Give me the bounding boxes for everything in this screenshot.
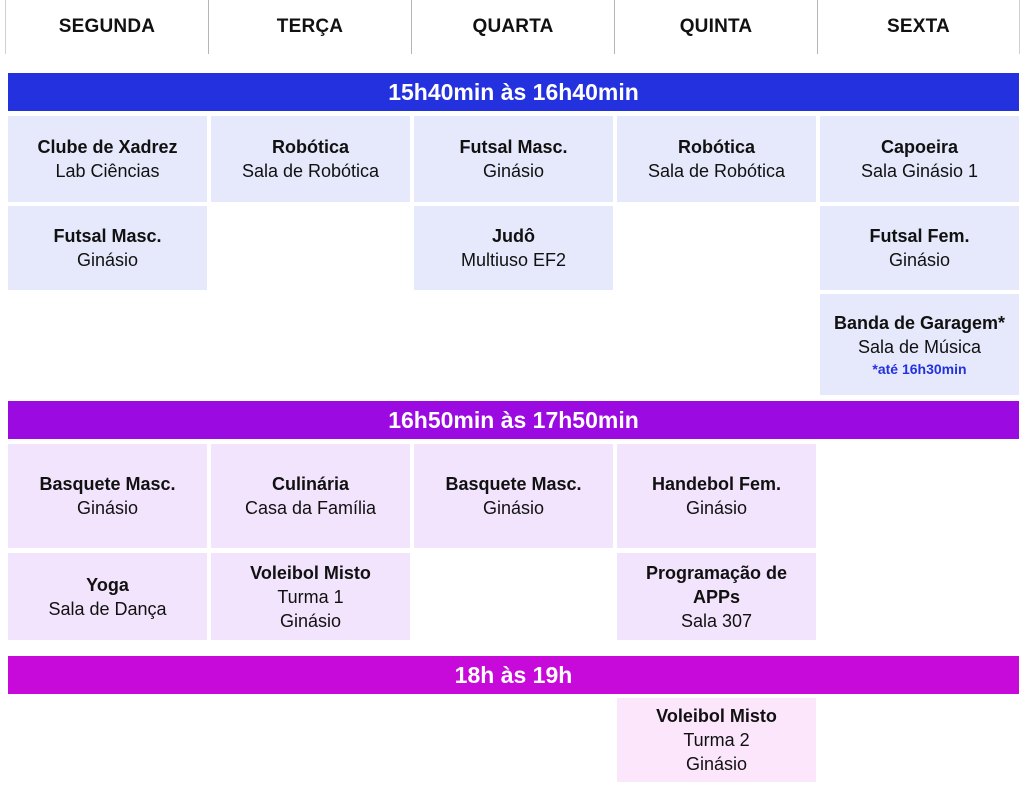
activity-location: Ginásio bbox=[76, 498, 139, 518]
activity-cell: Robótica Sala de Robótica bbox=[211, 116, 410, 202]
activity-detail: Turma 1 bbox=[277, 586, 344, 607]
activity-cell: Clube de Xadrez Lab Ciências bbox=[8, 116, 207, 202]
activity-cell: Futsal Fem. Ginásio bbox=[820, 206, 1019, 290]
day-monday: SEGUNDA bbox=[5, 0, 208, 54]
activity-cell: Voleibol Misto Turma 2 Ginásio bbox=[617, 698, 816, 782]
activity-location: Sala de Robótica bbox=[241, 161, 380, 181]
activity-location: Ginásio bbox=[685, 498, 748, 518]
activity-location: Sala 307 bbox=[680, 610, 753, 631]
activity-name: Futsal Fem. bbox=[869, 226, 970, 246]
activity-cell: Futsal Masc. Ginásio bbox=[8, 206, 207, 290]
activity-name: Basquete Masc. bbox=[445, 474, 582, 494]
activity-name: Robótica bbox=[677, 137, 755, 157]
activity-cell: Futsal Masc. Ginásio bbox=[414, 116, 613, 202]
activity-name: Basquete Masc. bbox=[39, 474, 176, 494]
activity-name: Voleibol Misto bbox=[656, 706, 777, 726]
activity-location: Sala de Música bbox=[857, 336, 982, 357]
activity-name: Programação de APPs bbox=[645, 562, 788, 607]
activity-cell: Programação de APPs Sala 307 bbox=[617, 553, 816, 640]
day-wednesday: QUARTA bbox=[411, 0, 614, 54]
activity-cell: Capoeira Sala Ginásio 1 bbox=[820, 116, 1019, 202]
activity-location: Sala de Dança bbox=[48, 598, 167, 619]
day-friday: SEXTA bbox=[817, 0, 1020, 54]
activity-name: Banda de Garagem* bbox=[833, 312, 1006, 333]
activity-location: Sala Ginásio 1 bbox=[860, 161, 979, 181]
activity-cell: Voleibol Misto Turma 1 Ginásio bbox=[211, 553, 410, 640]
activity-location: Ginásio bbox=[279, 610, 342, 631]
time-slot-2-banner: 16h50min às 17h50min bbox=[8, 401, 1019, 439]
weekday-header: SEGUNDA TERÇA QUARTA QUINTA SEXTA bbox=[5, 0, 1020, 54]
activity-name: Culinária bbox=[271, 474, 350, 494]
activity-name: Robótica bbox=[271, 137, 349, 157]
day-tuesday: TERÇA bbox=[208, 0, 411, 54]
activity-cell: Handebol Fem. Ginásio bbox=[617, 444, 816, 548]
activity-name: Yoga bbox=[86, 574, 129, 595]
activity-location: Casa da Família bbox=[244, 498, 377, 518]
activity-name: Futsal Masc. bbox=[53, 226, 162, 246]
activity-cell: Judô Multiuso EF2 bbox=[414, 206, 613, 290]
activity-cell: Basquete Masc. Ginásio bbox=[8, 444, 207, 548]
activity-name: Judô bbox=[492, 226, 535, 246]
time-slot-1-banner: 15h40min às 16h40min bbox=[8, 73, 1019, 111]
activity-cell: Robótica Sala de Robótica bbox=[617, 116, 816, 202]
time-slot-3-banner: 18h às 19h bbox=[8, 656, 1019, 694]
activity-cell: Yoga Sala de Dança bbox=[8, 553, 207, 640]
activity-name: Futsal Masc. bbox=[459, 137, 568, 157]
activity-location: Ginásio bbox=[482, 498, 545, 518]
activity-note: *até 16h30min bbox=[872, 360, 967, 377]
activity-location: Lab Ciências bbox=[55, 161, 160, 181]
activity-detail: Turma 2 bbox=[683, 730, 750, 750]
activity-cell: Basquete Masc. Ginásio bbox=[414, 444, 613, 548]
activity-location: Sala de Robótica bbox=[647, 161, 786, 181]
day-thursday: QUINTA bbox=[614, 0, 817, 54]
activity-location: Ginásio bbox=[482, 161, 545, 181]
activity-name: Clube de Xadrez bbox=[37, 137, 178, 157]
activity-location: Ginásio bbox=[76, 250, 139, 270]
activity-name: Capoeira bbox=[880, 137, 959, 157]
activity-location: Ginásio bbox=[888, 250, 951, 270]
activity-location: Ginásio bbox=[685, 754, 748, 774]
activity-cell: Banda de Garagem* Sala de Música *até 16… bbox=[820, 294, 1019, 395]
activity-location: Multiuso EF2 bbox=[460, 250, 567, 270]
activity-name: Handebol Fem. bbox=[651, 474, 781, 494]
activity-name: Voleibol Misto bbox=[250, 562, 371, 583]
activity-cell: Culinária Casa da Família bbox=[211, 444, 410, 548]
